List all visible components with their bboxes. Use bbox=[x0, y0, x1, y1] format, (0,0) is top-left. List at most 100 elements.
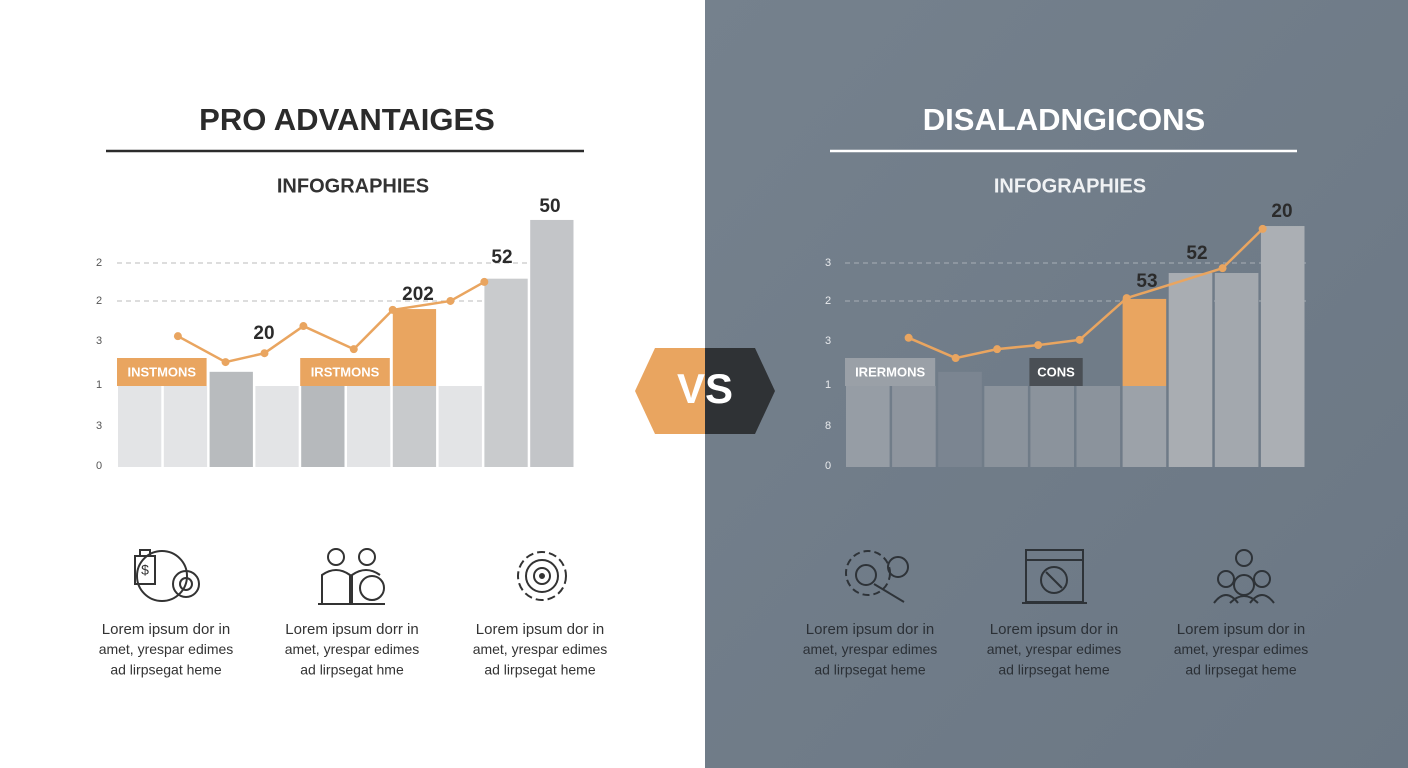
panel-subtitle: INFOGRAPHIES bbox=[994, 175, 1146, 197]
bar bbox=[892, 386, 936, 467]
trend-line bbox=[908, 227, 1264, 360]
bar bbox=[1076, 386, 1121, 467]
trend-point bbox=[1258, 224, 1267, 233]
bar bbox=[438, 386, 482, 467]
vs-badge-left bbox=[635, 348, 705, 434]
trend-point bbox=[1218, 264, 1227, 273]
panel-title: DISALADNGICONS bbox=[923, 102, 1205, 137]
axis-label: 1 bbox=[96, 379, 102, 391]
item-text: Lorem ipsum dor in bbox=[806, 621, 934, 638]
item-text: Lorem ipsum dorr in bbox=[285, 621, 418, 638]
panel-subtitle: INFOGRAPHIES bbox=[277, 175, 429, 197]
tag-label: INSTMONS bbox=[127, 364, 196, 379]
axis-label: 2 bbox=[96, 257, 102, 269]
axis-label: 2 bbox=[96, 295, 102, 307]
axis-label: 3 bbox=[96, 420, 102, 432]
trend-point bbox=[349, 345, 358, 354]
bar bbox=[209, 371, 253, 467]
bar bbox=[530, 219, 574, 467]
item-text: Lorem ipsum dor in bbox=[102, 621, 230, 638]
callout: 202 bbox=[402, 284, 434, 305]
item-text: amet, yrespar edimes bbox=[473, 641, 608, 657]
icon-gear-search bbox=[845, 550, 909, 603]
vs-label: VS bbox=[677, 365, 733, 412]
tag-label: IRERMONS bbox=[855, 364, 925, 379]
trend-point bbox=[993, 345, 1002, 354]
item-text: Lorem ipsum dor in bbox=[1177, 621, 1305, 638]
tag-box bbox=[117, 358, 207, 386]
item-text: Lorem ipsum dor in bbox=[476, 621, 604, 638]
item-text: ad lirpsegat heme bbox=[484, 662, 596, 678]
tag-label: CONS bbox=[1037, 364, 1075, 379]
trend-point bbox=[1075, 335, 1084, 344]
callout: 53 bbox=[1136, 271, 1157, 292]
bar bbox=[255, 386, 299, 467]
item-text: amet, yrespar edimes bbox=[803, 641, 938, 657]
trend-point bbox=[1034, 341, 1043, 350]
icon-people bbox=[318, 548, 385, 605]
trend-point bbox=[260, 349, 269, 358]
item-text: ad lirpsegat heme bbox=[1185, 662, 1297, 678]
bar bbox=[118, 386, 162, 467]
callout: 20 bbox=[1271, 201, 1292, 222]
axis-label: 0 bbox=[96, 460, 102, 472]
item-text: ad lirpsegat heme bbox=[998, 662, 1110, 678]
bar bbox=[484, 278, 528, 467]
callout: 50 bbox=[539, 196, 560, 217]
bar bbox=[846, 386, 890, 467]
trend-point bbox=[480, 277, 489, 286]
trend-point bbox=[951, 354, 960, 363]
bar bbox=[1260, 226, 1305, 467]
item-text: ad lirpsegat heme bbox=[814, 662, 926, 678]
trend-point bbox=[904, 333, 913, 342]
trend-point bbox=[1122, 294, 1131, 303]
icon-target-gear bbox=[517, 551, 567, 601]
svg-text:$: $ bbox=[141, 562, 149, 578]
axis-label: 2 bbox=[825, 295, 831, 307]
bar bbox=[163, 386, 208, 467]
item-text: ad lirpsegat hme bbox=[300, 662, 404, 678]
axis-label: 3 bbox=[96, 335, 102, 347]
icon-browser-block bbox=[1022, 549, 1087, 604]
trend-point bbox=[173, 332, 182, 341]
bar-highlight bbox=[1122, 298, 1167, 386]
axis-label: 3 bbox=[825, 335, 831, 347]
bar bbox=[392, 386, 437, 467]
bar bbox=[301, 386, 345, 467]
tag-label: IRSTMONS bbox=[311, 364, 380, 379]
item-text: ad lirpsegat heme bbox=[110, 662, 222, 678]
axis-label: 3 bbox=[825, 257, 831, 269]
callout: 20 bbox=[253, 323, 274, 344]
tag-box bbox=[1029, 358, 1083, 386]
trend-point bbox=[388, 305, 397, 314]
tag-box bbox=[845, 358, 936, 386]
item-text: Lorem ipsum dor in bbox=[990, 621, 1118, 638]
trend-point bbox=[446, 296, 455, 305]
trend-point bbox=[221, 358, 230, 367]
bar bbox=[1168, 273, 1213, 467]
bar-highlight bbox=[392, 309, 437, 386]
callout: 52 bbox=[1186, 243, 1207, 264]
axis-label: 1 bbox=[825, 379, 831, 391]
item-text: amet, yrespar edimes bbox=[987, 641, 1122, 657]
bar bbox=[938, 371, 982, 467]
tag-box bbox=[300, 358, 390, 386]
panel-title: PRO ADVANTAIGES bbox=[199, 102, 495, 137]
bar bbox=[1122, 386, 1167, 467]
item-text: amet, yrespar edimes bbox=[1174, 641, 1309, 657]
callout: 52 bbox=[491, 247, 512, 268]
trend-point bbox=[299, 322, 308, 331]
icon-money-gear: $ bbox=[134, 549, 200, 602]
icon-team bbox=[1213, 549, 1275, 604]
vs-badge-right bbox=[705, 348, 775, 434]
bar bbox=[1214, 273, 1259, 467]
axis-label: 8 bbox=[825, 420, 831, 432]
item-text: amet, yrespar edimes bbox=[99, 641, 234, 657]
item-text: amet, yrespar edimes bbox=[285, 641, 420, 657]
bar bbox=[347, 386, 391, 467]
axis-label: 0 bbox=[825, 460, 831, 472]
bar bbox=[1030, 386, 1074, 467]
trend-line bbox=[177, 280, 485, 364]
